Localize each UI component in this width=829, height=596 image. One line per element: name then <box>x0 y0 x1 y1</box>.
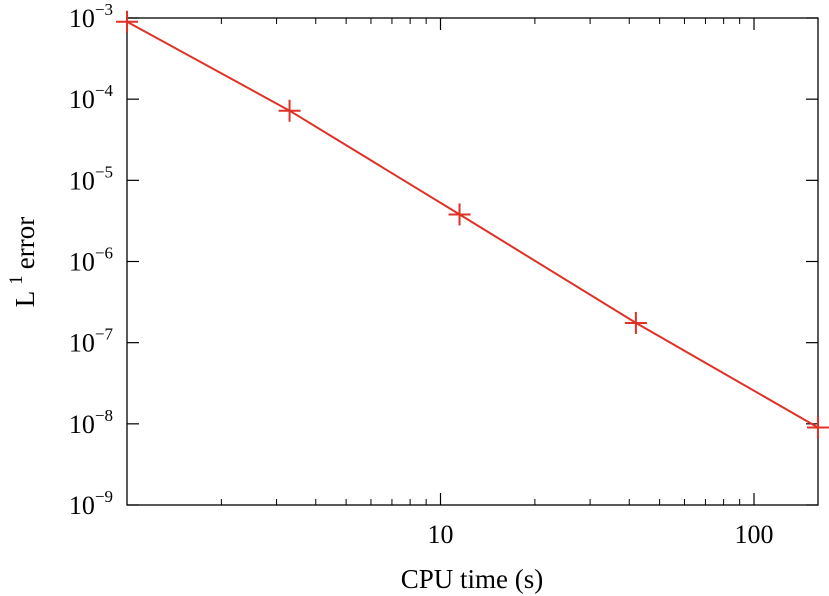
y-tick-label-base: 10 <box>69 329 95 358</box>
y-tick-label-exponent: −5 <box>95 162 113 181</box>
data-point-marker <box>807 416 829 439</box>
y-axis-title-base: L <box>10 291 40 308</box>
y-tick-label: 10−4 <box>69 81 114 114</box>
y-tick-label: 10−3 <box>69 0 113 33</box>
data-point-marker <box>624 311 647 334</box>
y-tick-label-exponent: −6 <box>95 244 113 263</box>
x-axis-title: CPU time (s) <box>401 564 544 594</box>
y-tick-label-base: 10 <box>69 248 95 277</box>
y-tick-label-exponent: −9 <box>95 487 113 506</box>
y-tick-label: 10−6 <box>69 244 113 277</box>
y-tick-label-base: 10 <box>69 410 95 439</box>
data-point-marker <box>278 99 301 122</box>
x-tick-label: 100 <box>735 520 774 549</box>
y-tick-label-base: 10 <box>69 491 95 520</box>
y-axis-title: L 1 error <box>6 217 40 307</box>
data-point-marker <box>448 203 471 226</box>
y-tick-label-exponent: −4 <box>95 81 114 100</box>
y-tick-label: 10−9 <box>69 487 113 520</box>
y-axis-title-sup: 1 <box>6 275 27 285</box>
y-tick-label: 10−8 <box>69 406 113 439</box>
y-tick-label-base: 10 <box>69 166 95 195</box>
y-tick-label-exponent: −7 <box>95 325 114 344</box>
series-line <box>126 20 819 429</box>
series-group <box>116 10 829 439</box>
y-tick-label-exponent: −8 <box>95 406 113 425</box>
plot-frame <box>126 17 819 506</box>
y-tick-label-base: 10 <box>69 4 95 33</box>
y-tick-label: 10−5 <box>69 162 113 195</box>
x-tick-label: 10 <box>428 520 454 549</box>
y-tick-label: 10−7 <box>69 325 114 358</box>
y-axis-title-rest: error <box>10 217 40 269</box>
data-point-marker <box>116 10 138 33</box>
y-tick-label-base: 10 <box>69 85 95 114</box>
y-tick-label-exponent: −3 <box>95 0 113 19</box>
